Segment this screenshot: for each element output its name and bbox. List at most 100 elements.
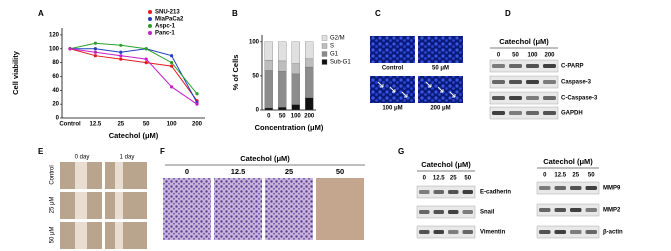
- image-label: 50 μM: [432, 66, 449, 72]
- lane-label: 12.5: [433, 176, 445, 182]
- y-tick-label: 20: [52, 102, 59, 108]
- bar-segment: [278, 60, 287, 72]
- x-tick-label: 50: [143, 122, 150, 128]
- lane-label: 50: [464, 176, 471, 182]
- row-label: C-Caspase-3: [561, 96, 598, 102]
- band: [543, 111, 556, 115]
- bar-segment: [264, 107, 273, 111]
- point: [144, 47, 148, 51]
- lane-label: 50: [588, 173, 595, 179]
- x-tick-label: 0: [267, 114, 271, 120]
- band: [509, 64, 522, 68]
- legend-label: G2/M: [330, 36, 345, 42]
- x-tick-label: Control: [59, 122, 81, 128]
- row-label: 50 μM: [50, 227, 56, 244]
- bar-segment: [291, 41, 300, 64]
- row-label: 25 μM: [50, 197, 56, 214]
- band: [526, 64, 539, 68]
- y-tick-label: 60: [52, 74, 59, 80]
- panel-label: D: [505, 9, 511, 18]
- lane-label: 200: [544, 53, 555, 59]
- y-axis-title: % of Cells: [231, 55, 240, 91]
- blot-strip: [489, 59, 559, 73]
- band: [509, 111, 522, 115]
- band: [539, 186, 551, 190]
- band: [509, 96, 522, 100]
- wound-gap: [115, 162, 123, 189]
- band: [492, 80, 505, 84]
- band: [433, 190, 444, 194]
- bar-segment: [305, 97, 314, 111]
- blot-strip: [416, 205, 476, 219]
- row-label: MMP2: [603, 208, 621, 214]
- wound-gap: [115, 192, 123, 219]
- band: [570, 208, 582, 212]
- point: [93, 41, 97, 45]
- series-line: [69, 48, 198, 105]
- point: [93, 47, 97, 51]
- x-tick-label: 100: [167, 122, 178, 128]
- blot-strip: [536, 203, 600, 217]
- point: [119, 57, 123, 61]
- band: [585, 208, 597, 212]
- blot-strip: [416, 185, 476, 199]
- legend-label: SNU-213: [155, 10, 180, 16]
- y-tick-label: 0: [256, 108, 260, 114]
- bar-segment: [278, 70, 287, 108]
- point: [144, 57, 148, 61]
- band: [419, 210, 430, 214]
- bar-segment: [264, 60, 273, 71]
- series-line: [69, 42, 198, 95]
- row-label: Vimentin: [480, 230, 506, 236]
- band: [554, 186, 566, 190]
- legend-label: S: [330, 44, 334, 50]
- invasion-image: [214, 178, 262, 240]
- bar-segment: [291, 63, 300, 75]
- band: [433, 230, 444, 234]
- lane-label: 0: [423, 176, 427, 182]
- lane-label: 100: [527, 53, 538, 59]
- point: [93, 50, 97, 54]
- band: [570, 186, 582, 190]
- band: [462, 230, 473, 234]
- nuclei-image: [418, 36, 463, 63]
- panel-label: G: [398, 147, 404, 156]
- wound-gap: [75, 192, 87, 219]
- lane-label: 0: [543, 173, 547, 179]
- row-label: Caspase-3: [561, 80, 592, 86]
- point: [170, 64, 174, 68]
- arrow: [437, 86, 444, 93]
- legend-label: Sub-G1: [330, 60, 351, 66]
- point: [144, 61, 148, 65]
- legend-swatch: [321, 43, 328, 49]
- blot-strip: [536, 225, 600, 239]
- wound-image: [105, 222, 147, 249]
- bar-segment: [278, 107, 287, 111]
- blot-header: Catechol (μM): [543, 157, 593, 166]
- legend-marker: [148, 31, 152, 35]
- x-axis-title: Concentration (μM): [255, 123, 324, 132]
- lane-label: 50: [512, 53, 519, 59]
- y-tick-label: 50: [252, 73, 259, 79]
- lane-label: 25: [572, 173, 579, 179]
- y-tick-label: 100: [249, 39, 260, 45]
- y-tick-label: 120: [49, 33, 60, 39]
- row-label: β-actin: [603, 230, 623, 236]
- band: [585, 186, 597, 190]
- x-axis-title: Catechol (μM): [109, 131, 159, 140]
- x-tick-label: 200: [304, 114, 315, 120]
- legend-label: Aspc-1: [155, 24, 176, 30]
- lane-label: 12.5: [554, 173, 566, 179]
- band: [570, 230, 582, 234]
- legend-swatch: [321, 59, 328, 65]
- row-label: E-cadherin: [480, 190, 511, 196]
- blot-strip: [489, 91, 559, 105]
- point: [195, 92, 199, 96]
- band: [539, 230, 551, 234]
- legend-marker: [148, 24, 152, 28]
- row-label: C-PARP: [561, 64, 584, 70]
- lane-label: 50: [336, 167, 344, 176]
- bar-segment: [291, 104, 300, 111]
- wound-gap: [75, 222, 87, 249]
- x-tick-label: 100: [291, 114, 302, 120]
